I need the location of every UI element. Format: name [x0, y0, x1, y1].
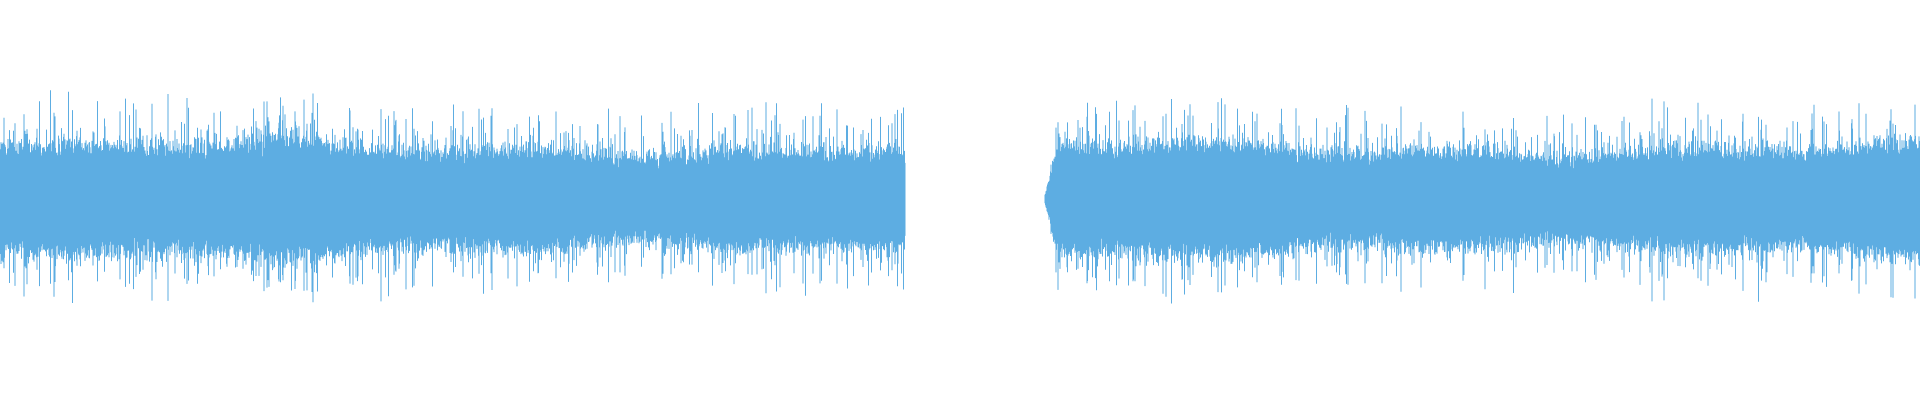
- waveform-segment-2: [1044, 98, 1920, 304]
- waveform-segment-1: [0, 90, 906, 303]
